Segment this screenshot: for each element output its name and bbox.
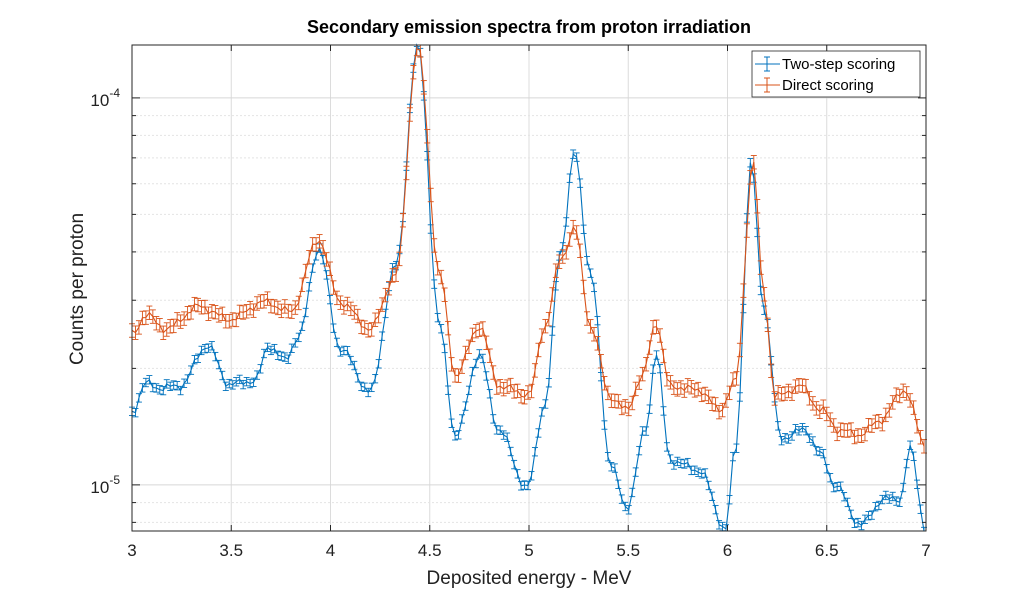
legend-label-two-step: Two-step scoring: [782, 56, 895, 73]
grid: [132, 45, 926, 531]
x-tick-label: 3: [127, 541, 136, 560]
x-axis-label: Deposited energy - MeV: [427, 568, 632, 589]
x-tick-label: 5.5: [616, 541, 640, 560]
series-two-step: [129, 43, 928, 532]
x-tick-labels: 3 3.5 4 4.5 5 5.5 6 6.5 7: [127, 541, 930, 560]
x-tick-label: 5: [524, 541, 533, 560]
legend-item-two-step[interactable]: Two-step scoring: [755, 56, 895, 73]
legend-item-direct[interactable]: Direct scoring: [755, 77, 874, 94]
x-tick-label: 4: [326, 541, 335, 560]
x-tick-label: 3.5: [219, 541, 243, 560]
y-axis-label: Counts per proton: [67, 213, 88, 365]
x-tick-label: 6: [723, 541, 732, 560]
y-tick-labels: 10-410-5: [90, 86, 120, 497]
legend: Two-step scoring Direct scoring: [751, 50, 921, 98]
y-tick-label: 10-4: [90, 86, 120, 110]
y-tick-base: 10: [90, 478, 109, 497]
chart-title: Secondary emission spectra from proton i…: [307, 17, 751, 37]
x-tick-label: 4.5: [418, 541, 442, 560]
series-direct: [129, 45, 928, 454]
y-tick-label: 10-5: [90, 473, 120, 497]
legend-label-direct: Direct scoring: [782, 77, 874, 94]
ticks: [131, 45, 927, 531]
x-tick-label: 7: [921, 541, 930, 560]
x-tick-label: 6.5: [815, 541, 839, 560]
y-tick-exponent: -5: [109, 473, 120, 487]
y-tick-exponent: -4: [109, 86, 120, 100]
y-tick-base: 10: [90, 91, 109, 110]
legend-box: [751, 50, 921, 98]
series-layer: [129, 43, 928, 532]
